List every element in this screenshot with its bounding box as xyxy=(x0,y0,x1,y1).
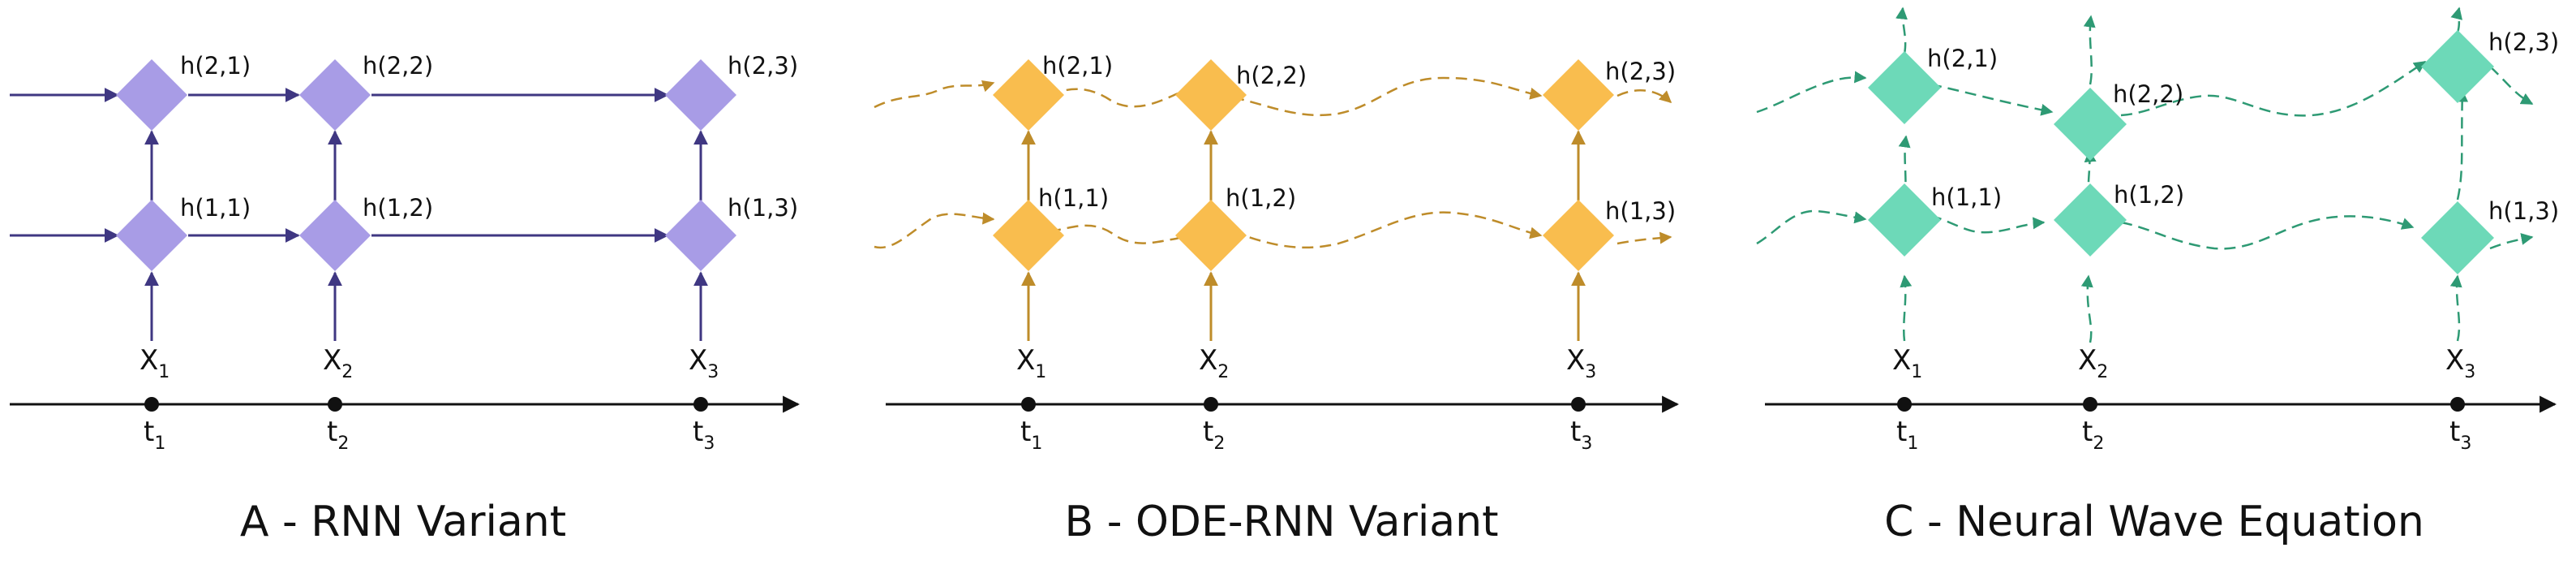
time-point xyxy=(693,397,708,412)
node-label: h(1,2) xyxy=(2114,181,2184,209)
rnn-edges xyxy=(10,88,708,341)
node-label: h(2,2) xyxy=(1236,62,1307,89)
time-label: t3 xyxy=(1570,416,1592,454)
node-label: h(2,1) xyxy=(180,52,251,80)
node-label: h(2,1) xyxy=(1042,52,1113,80)
time-label: t1 xyxy=(1020,416,1042,454)
input-label: X3 xyxy=(1566,344,1596,382)
time-point xyxy=(2083,397,2097,412)
time-label: t2 xyxy=(2082,416,2104,454)
node-label: h(1,2) xyxy=(363,194,433,222)
input-label: X1 xyxy=(1892,344,1922,382)
panel-title: C - Neural Wave Equation xyxy=(1884,498,2424,546)
panel-ode-rnn: h(2,1) h(2,2) h(2,3) h(1,1) h(1,2) h(1,3… xyxy=(874,52,1680,546)
time-label: t3 xyxy=(2449,416,2471,454)
input-label: X1 xyxy=(1016,344,1046,382)
node-label: h(1,1) xyxy=(1931,183,2002,211)
node-h-1-2 xyxy=(299,200,371,271)
ode-time-axis: t1 t2 t3 xyxy=(886,395,1680,454)
time-point xyxy=(1571,397,1586,412)
node-h-2-2 xyxy=(2054,88,2127,161)
wave-wavy-edges xyxy=(1756,6,2534,343)
node-label: h(1,3) xyxy=(2488,197,2559,225)
rnn-nodes xyxy=(116,59,736,271)
ode-nodes xyxy=(993,59,1614,271)
node-h-1-3 xyxy=(2421,201,2494,274)
node-label: h(2,2) xyxy=(363,52,433,80)
node-h-1-3 xyxy=(1543,200,1614,271)
node-h-1-3 xyxy=(665,200,736,271)
wave-time-axis: t1 t2 t3 xyxy=(1765,395,2557,454)
node-label: h(1,3) xyxy=(1605,197,1676,225)
time-point xyxy=(1204,397,1218,412)
node-h-1-1 xyxy=(1868,183,1941,257)
input-label: X3 xyxy=(2445,344,2475,382)
node-h-1-2 xyxy=(2054,183,2127,257)
node-label: h(2,2) xyxy=(2113,80,2183,108)
node-h-1-1 xyxy=(993,200,1064,271)
node-h-2-2 xyxy=(1175,59,1247,131)
time-label: t1 xyxy=(144,416,165,454)
node-h-1-2 xyxy=(1175,200,1247,271)
node-label: h(1,2) xyxy=(1226,184,1296,212)
node-label: h(1,1) xyxy=(1038,184,1109,212)
panel-title: A - RNN Variant xyxy=(240,498,566,546)
node-label: h(2,3) xyxy=(728,52,798,80)
time-label: t3 xyxy=(693,416,715,454)
ode-node-labels: h(2,1) h(2,2) h(2,3) h(1,1) h(1,2) h(1,3… xyxy=(1038,52,1676,225)
panel-rnn: h(2,1) h(2,2) h(2,3) h(1,1) h(1,2) h(1,3… xyxy=(10,52,801,546)
node-label: h(2,3) xyxy=(1605,58,1676,85)
input-label: X2 xyxy=(323,344,353,382)
wave-node-labels: h(2,1) h(2,2) h(2,3) h(1,1) h(1,2) h(1,3… xyxy=(1927,28,2559,225)
time-label: t2 xyxy=(1203,416,1225,454)
wave-nodes xyxy=(1868,30,2494,274)
time-point xyxy=(328,397,342,412)
rnn-node-labels: h(2,1) h(2,2) h(2,3) h(1,1) h(1,2) h(1,3… xyxy=(180,52,798,222)
panel-neural-wave: h(2,1) h(2,2) h(2,3) h(1,1) h(1,2) h(1,3… xyxy=(1756,6,2559,546)
node-h-2-1 xyxy=(116,59,187,131)
rnn-time-axis: t1 t2 t3 xyxy=(10,395,801,454)
time-point xyxy=(1021,397,1036,412)
ode-edges xyxy=(1021,130,1586,341)
node-h-2-2 xyxy=(299,59,371,131)
input-label: X2 xyxy=(2078,344,2108,382)
input-label: X2 xyxy=(1199,344,1229,382)
input-label: X1 xyxy=(140,344,170,382)
node-h-2-3 xyxy=(665,59,736,131)
rnn-input-labels: X1 X2 X3 xyxy=(140,344,719,382)
time-point xyxy=(1897,397,1912,412)
node-h-2-1 xyxy=(993,59,1064,131)
time-point xyxy=(2450,397,2465,412)
node-h-2-3 xyxy=(2421,30,2494,103)
node-label: h(2,1) xyxy=(1927,45,1998,72)
node-h-2-1 xyxy=(1868,51,1941,124)
wave-input-labels: X1 X2 X3 xyxy=(1892,344,2475,382)
time-label: t1 xyxy=(1896,416,1918,454)
node-h-2-3 xyxy=(1543,59,1614,131)
time-label: t2 xyxy=(327,416,349,454)
time-point xyxy=(144,397,159,412)
node-label: h(1,3) xyxy=(728,194,798,222)
panel-title: B - ODE-RNN Variant xyxy=(1065,498,1499,546)
input-label: X3 xyxy=(689,344,719,382)
ode-input-labels: X1 X2 X3 xyxy=(1016,344,1596,382)
node-h-1-1 xyxy=(116,200,187,271)
node-label: h(2,3) xyxy=(2488,28,2559,56)
node-label: h(1,1) xyxy=(180,194,251,222)
